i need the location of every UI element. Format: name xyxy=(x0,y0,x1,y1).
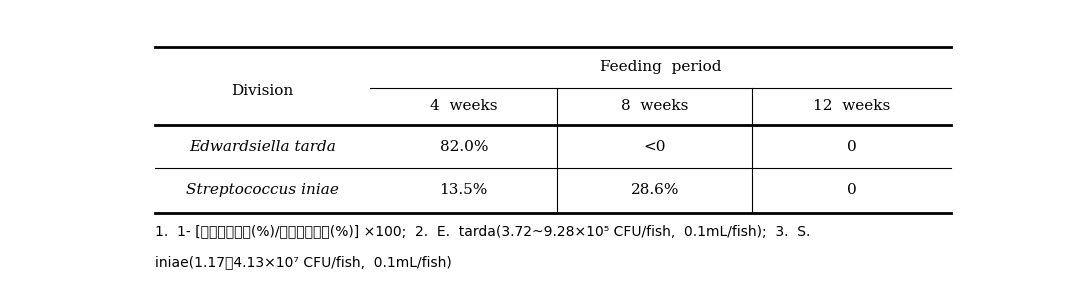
Text: 12  weeks: 12 weeks xyxy=(813,99,890,113)
Text: Streptococcus iniae: Streptococcus iniae xyxy=(186,183,338,197)
Text: 0: 0 xyxy=(847,183,857,197)
Text: <0: <0 xyxy=(644,140,666,154)
Text: 82.0%: 82.0% xyxy=(439,140,488,154)
Text: 13.5%: 13.5% xyxy=(439,183,488,197)
Text: Feeding  period: Feeding period xyxy=(600,60,722,74)
Text: 28.6%: 28.6% xyxy=(631,183,679,197)
Text: 4  weeks: 4 weeks xyxy=(431,99,498,113)
Text: iniae(1.17～4.13×10⁷ CFU/fish,  0.1mL/fish): iniae(1.17～4.13×10⁷ CFU/fish, 0.1mL/fish… xyxy=(154,256,451,270)
Text: 0: 0 xyxy=(847,140,857,154)
Text: Division: Division xyxy=(231,84,293,98)
Text: 1.  1- [처리구폐사율(%)/대조구폐사율(%)] ×100;  2.  E.  tarda(3.72~9.28×10⁵ CFU/fish,  0.1mL: 1. 1- [처리구폐사율(%)/대조구폐사율(%)] ×100; 2. E. … xyxy=(154,224,810,238)
Text: Edwardsiella tarda: Edwardsiella tarda xyxy=(190,140,336,154)
Text: 8  weeks: 8 weeks xyxy=(621,99,689,113)
